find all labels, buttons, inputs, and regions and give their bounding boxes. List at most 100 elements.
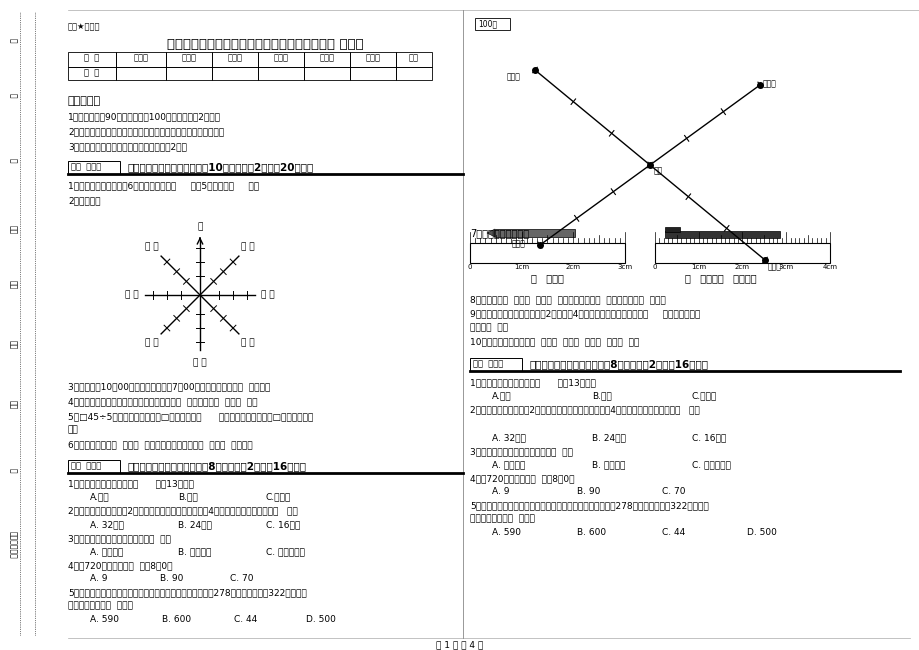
Text: 5、广州新电视塔是广州市目前最高的建筑，它比中信大厦高278米，中信大厦高322米，那么: 5、广州新电视塔是广州市目前最高的建筑，它比中信大厦高278米，中信大厦高322… (470, 501, 708, 510)
Bar (211, 67, 257, 80)
Text: 考试须知：: 考试须知： (68, 96, 101, 106)
Text: 综合题: 综合题 (319, 53, 335, 62)
Text: 7、量出钉子的长度。: 7、量出钉子的长度。 (470, 228, 528, 238)
Text: 总分: 总分 (409, 53, 418, 62)
Text: （ ）: （ ） (241, 339, 255, 348)
Text: C. 16厘米: C. 16厘米 (691, 433, 725, 442)
Bar (303, 67, 349, 80)
Bar (303, 52, 349, 67)
Text: 总数的（  ）。: 总数的（ ）。 (470, 323, 507, 332)
Text: B. 90: B. 90 (160, 574, 183, 583)
Text: 得分  评卷人: 得分 评卷人 (71, 162, 101, 171)
Text: 计算题: 计算题 (273, 53, 289, 62)
Text: A. 590: A. 590 (90, 615, 119, 624)
Text: 4、从720里连续减去（  ）个8得0。: 4、从720里连续减去（ ）个8得0。 (470, 474, 573, 483)
Text: 题  号: 题 号 (85, 53, 99, 62)
Text: 2、一个正方形的边长是2厘米，现在将边长扩大到原来的4倍，现在正方形的周长是（   ）。: 2、一个正方形的边长是2厘米，现在将边长扩大到原来的4倍，现在正方形的周长是（ … (470, 405, 699, 414)
Text: 5、□45÷5，要使商是两位数，□里最大可填（      ）；要使商是三位数，□里最小应填（: 5、□45÷5，要使商是两位数，□里最大可填（ ）；要使商是三位数，□里最小应填… (68, 412, 312, 421)
Bar (664, 227, 679, 232)
Text: B. 90: B. 90 (576, 487, 600, 496)
Text: A. 9: A. 9 (492, 487, 509, 496)
Text: 4cm: 4cm (822, 264, 836, 270)
Text: 得分  评卷人: 得分 评卷人 (71, 461, 101, 470)
Text: 3cm: 3cm (617, 264, 632, 270)
Text: （ ）: （ ） (193, 359, 207, 367)
Text: 小红家: 小红家 (767, 262, 781, 271)
Text: C. 44: C. 44 (233, 615, 257, 624)
Text: 班: 班 (8, 468, 17, 473)
Text: ）。: ）。 (68, 425, 79, 434)
Text: 一、用心思考，正确填空（共10小题，每题2分，共20分）。: 一、用心思考，正确填空（共10小题，每题2分，共20分）。 (128, 162, 314, 172)
Text: 线: 线 (8, 158, 17, 162)
Text: 3、下面现象中属于平移现象的是（  ）。: 3、下面现象中属于平移现象的是（ ）。 (68, 534, 171, 543)
Text: 二、反复比较，慎重选择（共8小题，每题2分，共16分）。: 二、反复比较，慎重选择（共8小题，每题2分，共16分）。 (529, 359, 709, 369)
Text: （ ）: （ ） (125, 291, 139, 300)
Text: 3、不要在试卷上乱写乱画，卷面不整洁扣2分。: 3、不要在试卷上乱写乱画，卷面不整洁扣2分。 (68, 142, 187, 151)
Bar (494, 229, 574, 237)
Text: C. 70: C. 70 (230, 574, 254, 583)
Text: 4、从720里连续减去（  ）个8得0。: 4、从720里连续减去（ ）个8得0。 (68, 561, 173, 570)
Text: （ ）: （ ） (145, 242, 159, 252)
Bar (257, 67, 303, 80)
Bar (257, 52, 303, 67)
Text: 2cm: 2cm (565, 264, 580, 270)
Bar (470, 243, 624, 263)
Text: 100米: 100米 (478, 19, 496, 28)
Text: 3、小林晚上10：00睡觉，第二天早上7：00起床，他一共睡了（  ）小时。: 3、小林晚上10：00睡觉，第二天早上7：00起床，他一共睡了（ ）小时。 (68, 382, 270, 391)
Text: 判断题: 判断题 (227, 53, 243, 62)
Text: 0: 0 (467, 264, 471, 270)
Text: 2、请首先按要求在试卷的指定位置填写您的姓名、班级、学号。: 2、请首先按要求在试卷的指定位置填写您的姓名、班级、学号。 (68, 127, 224, 136)
Text: 广州新电视塔高（  ）米。: 广州新电视塔高（ ）米。 (68, 601, 132, 610)
Bar (68, 67, 116, 80)
Bar (116, 67, 165, 80)
Text: 2cm: 2cm (734, 264, 749, 270)
Text: A. 9: A. 9 (90, 574, 108, 583)
Bar (664, 231, 779, 238)
Text: 1cm: 1cm (514, 264, 528, 270)
Text: 第 1 页 共 4 页: 第 1 页 共 4 页 (436, 640, 483, 649)
Text: 学校: 学校 (8, 400, 17, 410)
Bar (349, 52, 395, 67)
Text: B. 24厘米: B. 24厘米 (177, 520, 211, 529)
Bar (395, 67, 432, 80)
Text: C. 44: C. 44 (662, 528, 685, 537)
Text: 0: 0 (652, 264, 656, 270)
Text: 绝密★启用前: 绝密★启用前 (68, 22, 100, 31)
Text: 6、小红家在学校（  ）方（  ）米处；小明家在学校（  ）方（  ）米处。: 6、小红家在学校（ ）方（ ）米处；小明家在学校（ ）方（ ）米处。 (68, 440, 253, 449)
Bar (654, 243, 829, 263)
Bar (68, 161, 119, 174)
Text: 小明家: 小明家 (512, 239, 526, 248)
Bar (474, 18, 509, 30)
Text: 2、一个正方形的边长是2厘米，现在将边长扩大到原来的4倍，现在正方形的周长是（   ）。: 2、一个正方形的边长是2厘米，现在将边长扩大到原来的4倍，现在正方形的周长是（ … (68, 506, 298, 515)
Text: 9、劳动课上做纸花，红红做了2朵纸花，4朵蓝花，红花占纸花总数的（     ），蓝花占纸花: 9、劳动课上做纸花，红红做了2朵纸花，4朵蓝花，红花占纸花总数的（ ），蓝花占纸… (470, 309, 699, 318)
Text: 10、常用的长度单位有（  ）、（  ）、（  ）、（  ）、（  ）。: 10、常用的长度单位有（ ）、（ ）、（ ）、（ ）、（ ）。 (470, 337, 639, 346)
Text: A.一定: A.一定 (492, 391, 511, 400)
Text: B. 打开瓶盖: B. 打开瓶盖 (591, 460, 625, 469)
Text: 5、广州新电视塔是广州市目前最高的建筑，它比中信大厦高278米，中信大厦高322米，那么: 5、广州新电视塔是广州市目前最高的建筑，它比中信大厦高278米，中信大厦高322… (68, 588, 306, 597)
Text: B. 24厘米: B. 24厘米 (591, 433, 625, 442)
Text: 应用题: 应用题 (365, 53, 380, 62)
Text: D. 500: D. 500 (746, 528, 776, 537)
Text: 监考: 监考 (8, 341, 17, 350)
Text: A. 32厘米: A. 32厘米 (90, 520, 124, 529)
Text: 1、考试时间：90分钟，满分为100分（含卷面分2分）。: 1、考试时间：90分钟，满分为100分（含卷面分2分）。 (68, 112, 221, 121)
Text: 班级: 班级 (8, 280, 17, 290)
Bar (211, 52, 257, 67)
Text: C.不可能: C.不可能 (691, 391, 717, 400)
Text: 得分  评卷人: 得分 评卷人 (472, 359, 503, 368)
Text: C. 70: C. 70 (662, 487, 685, 496)
Bar (395, 52, 432, 67)
Text: A. 32厘米: A. 32厘米 (492, 433, 526, 442)
Text: C. 转动的风车: C. 转动的风车 (691, 460, 730, 469)
Text: A. 590: A. 590 (492, 528, 520, 537)
Bar (165, 52, 211, 67)
Text: （ ）: （ ） (241, 242, 255, 252)
Text: A. 开关抽屉: A. 开关抽屉 (90, 547, 123, 556)
Text: 姓名: 姓名 (8, 226, 17, 235)
Text: 3、下面现象中属于平移现象的是（  ）。: 3、下面现象中属于平移现象的是（ ）。 (470, 447, 573, 456)
Text: 密: 密 (8, 38, 17, 42)
Text: 小明家: 小明家 (762, 79, 776, 88)
Text: 选择题: 选择题 (181, 53, 197, 62)
Text: 得  分: 得 分 (85, 68, 99, 77)
Polygon shape (486, 229, 494, 237)
